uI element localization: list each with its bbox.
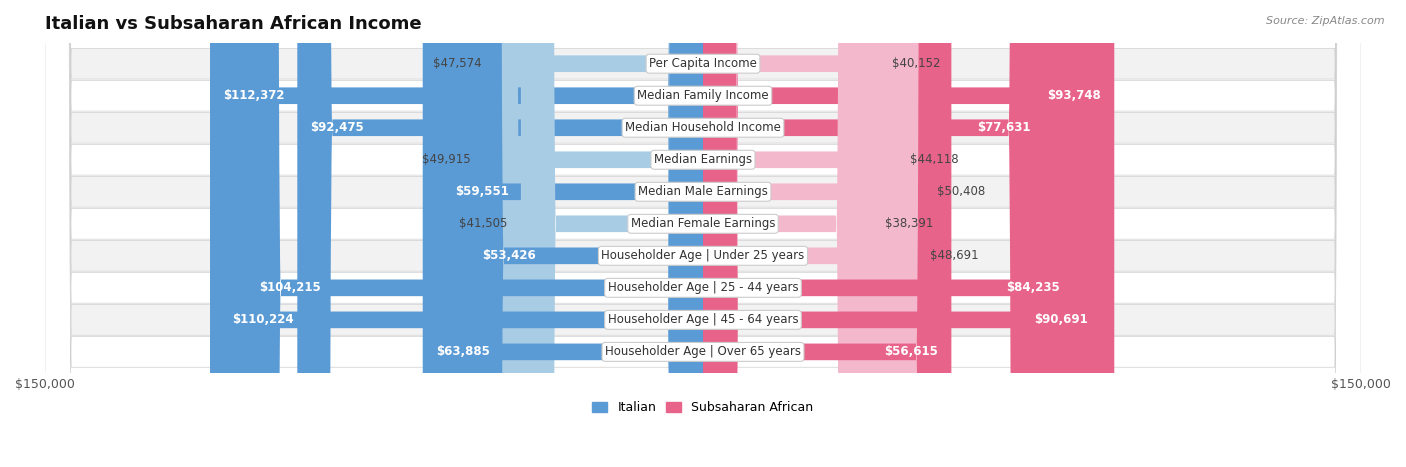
Text: Median Family Income: Median Family Income: [637, 89, 769, 102]
Text: $59,551: $59,551: [456, 185, 509, 198]
FancyBboxPatch shape: [703, 0, 879, 467]
FancyBboxPatch shape: [703, 0, 952, 467]
Text: Median Household Income: Median Household Income: [626, 121, 780, 134]
Text: Householder Age | Over 65 years: Householder Age | Over 65 years: [605, 346, 801, 358]
Text: $44,118: $44,118: [910, 153, 959, 166]
Legend: Italian, Subsaharan African: Italian, Subsaharan African: [588, 396, 818, 419]
Text: Source: ZipAtlas.com: Source: ZipAtlas.com: [1267, 16, 1385, 26]
Text: Median Male Earnings: Median Male Earnings: [638, 185, 768, 198]
FancyBboxPatch shape: [520, 0, 703, 467]
Text: $56,615: $56,615: [884, 346, 938, 358]
FancyBboxPatch shape: [468, 0, 703, 467]
Text: $53,426: $53,426: [482, 249, 536, 262]
Text: $41,505: $41,505: [460, 217, 508, 230]
Text: $48,691: $48,691: [929, 249, 979, 262]
Text: Italian vs Subsaharan African Income: Italian vs Subsaharan African Income: [45, 15, 422, 33]
Text: Per Capita Income: Per Capita Income: [650, 57, 756, 70]
FancyBboxPatch shape: [703, 0, 1115, 467]
FancyBboxPatch shape: [246, 0, 703, 467]
FancyBboxPatch shape: [45, 0, 1361, 467]
FancyBboxPatch shape: [45, 0, 1361, 467]
FancyBboxPatch shape: [45, 0, 1361, 467]
FancyBboxPatch shape: [45, 0, 1361, 467]
Text: $90,691: $90,691: [1033, 313, 1088, 326]
Text: Householder Age | 45 - 64 years: Householder Age | 45 - 64 years: [607, 313, 799, 326]
Text: Householder Age | 25 - 44 years: Householder Age | 25 - 44 years: [607, 281, 799, 294]
Text: $93,748: $93,748: [1047, 89, 1101, 102]
FancyBboxPatch shape: [45, 0, 1361, 467]
Text: $38,391: $38,391: [884, 217, 934, 230]
FancyBboxPatch shape: [45, 0, 1361, 467]
FancyBboxPatch shape: [45, 0, 1361, 467]
Text: $49,915: $49,915: [422, 153, 471, 166]
FancyBboxPatch shape: [441, 0, 703, 467]
Text: $47,574: $47,574: [433, 57, 481, 70]
Text: $40,152: $40,152: [893, 57, 941, 70]
Text: $112,372: $112,372: [224, 89, 284, 102]
FancyBboxPatch shape: [703, 0, 917, 467]
FancyBboxPatch shape: [209, 0, 703, 467]
Text: $63,885: $63,885: [436, 346, 489, 358]
Text: $77,631: $77,631: [977, 121, 1031, 134]
FancyBboxPatch shape: [297, 0, 703, 467]
FancyBboxPatch shape: [219, 0, 703, 467]
Text: Median Female Earnings: Median Female Earnings: [631, 217, 775, 230]
Text: $92,475: $92,475: [311, 121, 364, 134]
Text: $84,235: $84,235: [1005, 281, 1059, 294]
FancyBboxPatch shape: [703, 0, 897, 467]
Text: $104,215: $104,215: [259, 281, 321, 294]
Text: $50,408: $50,408: [938, 185, 986, 198]
FancyBboxPatch shape: [703, 0, 924, 467]
FancyBboxPatch shape: [484, 0, 703, 467]
FancyBboxPatch shape: [703, 0, 872, 467]
FancyBboxPatch shape: [45, 0, 1361, 467]
Text: Median Earnings: Median Earnings: [654, 153, 752, 166]
FancyBboxPatch shape: [703, 0, 1043, 467]
Text: Householder Age | Under 25 years: Householder Age | Under 25 years: [602, 249, 804, 262]
FancyBboxPatch shape: [703, 0, 1101, 467]
FancyBboxPatch shape: [495, 0, 703, 467]
Text: $110,224: $110,224: [232, 313, 294, 326]
FancyBboxPatch shape: [45, 0, 1361, 467]
FancyBboxPatch shape: [45, 0, 1361, 467]
FancyBboxPatch shape: [423, 0, 703, 467]
FancyBboxPatch shape: [703, 0, 1073, 467]
